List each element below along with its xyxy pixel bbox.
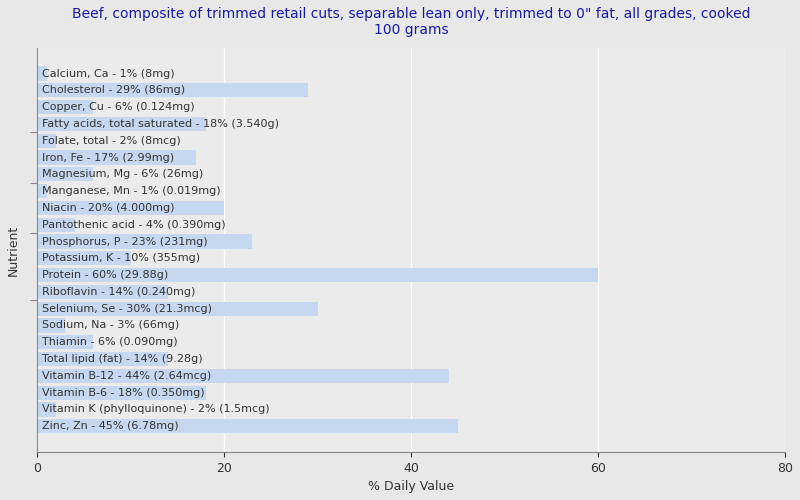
Bar <box>38 150 196 164</box>
Bar <box>38 285 168 299</box>
Y-axis label: Nutrient: Nutrient <box>7 224 20 276</box>
Bar <box>38 167 94 182</box>
Text: Total lipid (fat) - 14% (9.28g): Total lipid (fat) - 14% (9.28g) <box>42 354 202 364</box>
Text: Zinc, Zn - 45% (6.78mg): Zinc, Zn - 45% (6.78mg) <box>42 422 178 432</box>
Bar <box>38 251 130 266</box>
Text: Cholesterol - 29% (86mg): Cholesterol - 29% (86mg) <box>42 86 185 96</box>
Title: Beef, composite of trimmed retail cuts, separable lean only, trimmed to 0" fat, : Beef, composite of trimmed retail cuts, … <box>72 7 750 37</box>
Text: Copper, Cu - 6% (0.124mg): Copper, Cu - 6% (0.124mg) <box>42 102 194 112</box>
Text: Vitamin B-6 - 18% (0.350mg): Vitamin B-6 - 18% (0.350mg) <box>42 388 205 398</box>
Bar <box>38 66 46 80</box>
Bar <box>38 352 168 366</box>
Text: Sodium, Na - 3% (66mg): Sodium, Na - 3% (66mg) <box>42 320 179 330</box>
Bar <box>38 318 66 332</box>
Text: Fatty acids, total saturated - 18% (3.540g): Fatty acids, total saturated - 18% (3.54… <box>42 119 279 129</box>
Bar <box>38 234 252 248</box>
Text: Calcium, Ca - 1% (8mg): Calcium, Ca - 1% (8mg) <box>42 68 174 78</box>
Text: Vitamin K (phylloquinone) - 2% (1.5mcg): Vitamin K (phylloquinone) - 2% (1.5mcg) <box>42 404 270 414</box>
Bar <box>38 335 94 349</box>
Text: Protein - 60% (29.88g): Protein - 60% (29.88g) <box>42 270 168 280</box>
Bar <box>38 184 46 198</box>
Text: Niacin - 20% (4.000mg): Niacin - 20% (4.000mg) <box>42 203 174 213</box>
Bar <box>38 386 206 400</box>
Text: Riboflavin - 14% (0.240mg): Riboflavin - 14% (0.240mg) <box>42 287 195 297</box>
Bar <box>38 402 56 416</box>
Text: Vitamin B-12 - 44% (2.64mcg): Vitamin B-12 - 44% (2.64mcg) <box>42 371 211 381</box>
Bar <box>38 201 224 215</box>
Bar <box>38 83 308 98</box>
Text: Manganese, Mn - 1% (0.019mg): Manganese, Mn - 1% (0.019mg) <box>42 186 221 196</box>
Text: Magnesium, Mg - 6% (26mg): Magnesium, Mg - 6% (26mg) <box>42 170 203 179</box>
Text: Selenium, Se - 30% (21.3mcg): Selenium, Se - 30% (21.3mcg) <box>42 304 212 314</box>
Bar <box>38 419 458 434</box>
Bar <box>38 134 56 148</box>
Text: Pantothenic acid - 4% (0.390mg): Pantothenic acid - 4% (0.390mg) <box>42 220 226 230</box>
Bar <box>38 369 449 383</box>
X-axis label: % Daily Value: % Daily Value <box>368 480 454 493</box>
Bar <box>38 268 598 282</box>
Text: Potassium, K - 10% (355mg): Potassium, K - 10% (355mg) <box>42 254 200 264</box>
Text: Thiamin - 6% (0.090mg): Thiamin - 6% (0.090mg) <box>42 338 178 347</box>
Text: Phosphorus, P - 23% (231mg): Phosphorus, P - 23% (231mg) <box>42 236 208 246</box>
Bar <box>38 100 94 114</box>
Text: Iron, Fe - 17% (2.99mg): Iron, Fe - 17% (2.99mg) <box>42 152 174 162</box>
Bar <box>38 302 318 316</box>
Bar <box>38 117 206 131</box>
Bar <box>38 218 74 232</box>
Text: Folate, total - 2% (8mcg): Folate, total - 2% (8mcg) <box>42 136 181 145</box>
